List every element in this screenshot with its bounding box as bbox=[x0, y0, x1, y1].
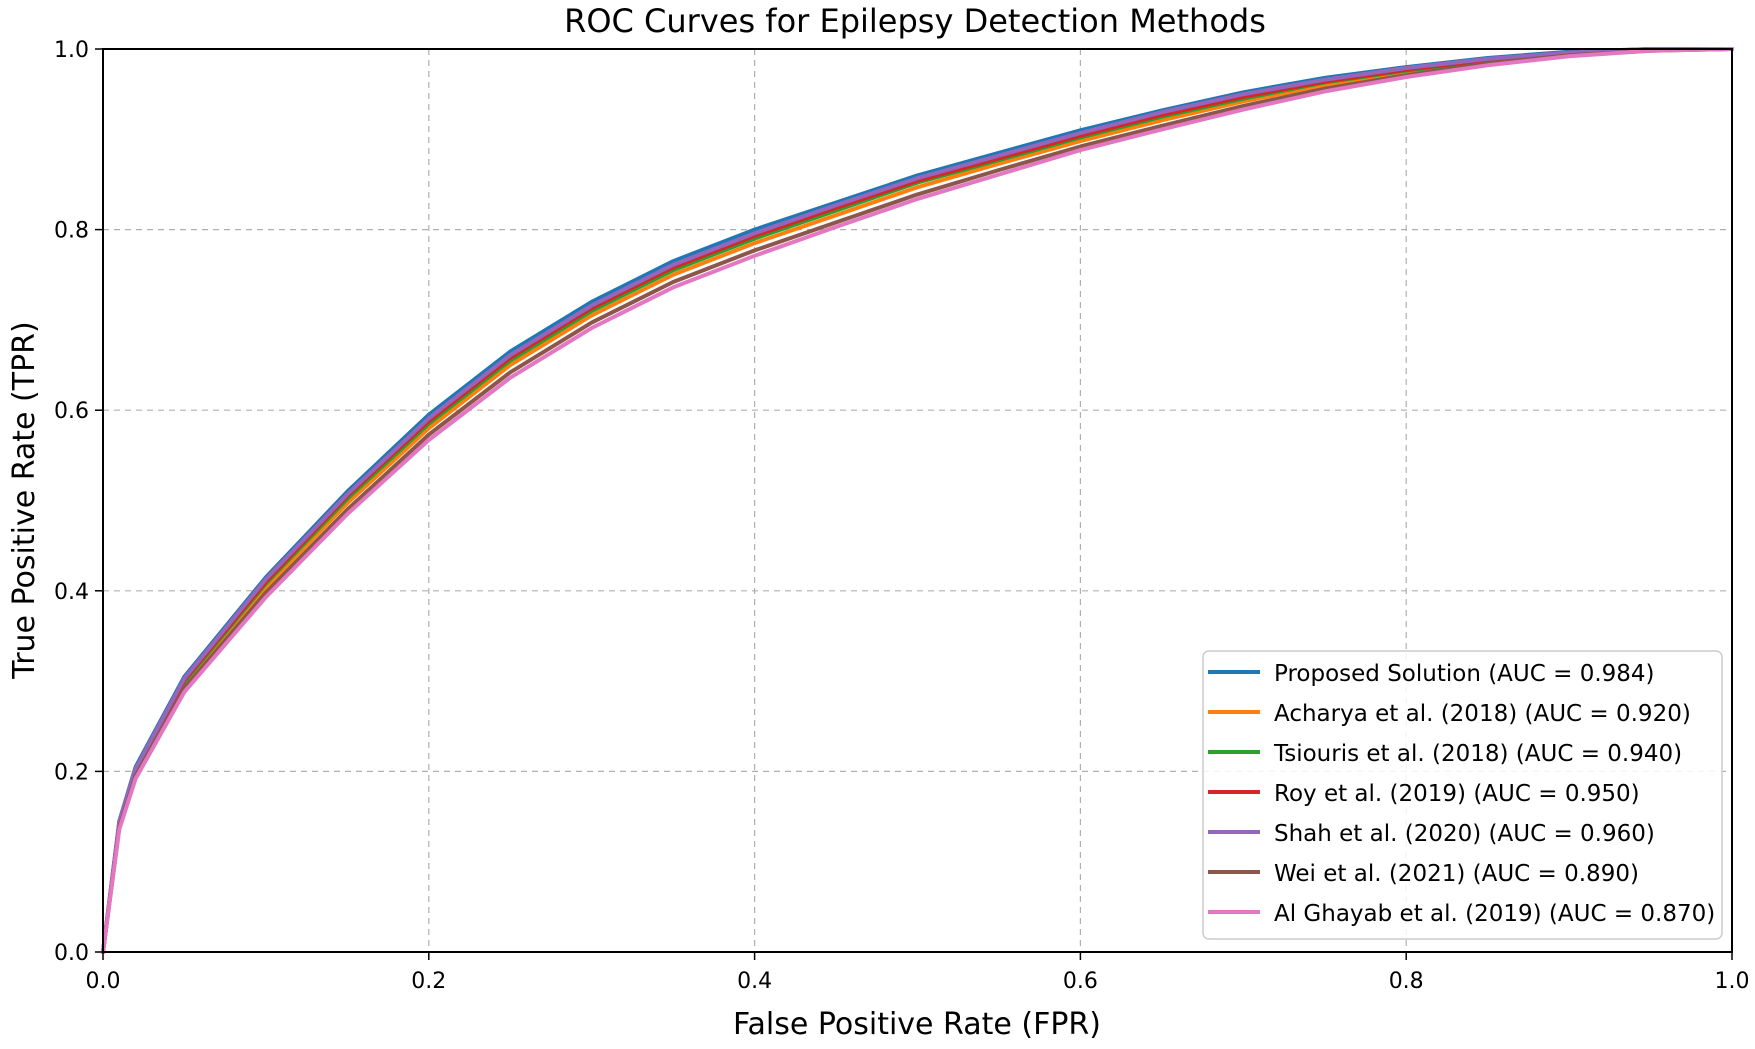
x-tick-label: 1.0 bbox=[1715, 969, 1750, 994]
legend-box bbox=[1202, 650, 1723, 940]
x-axis-label: False Positive Rate (FPR) bbox=[733, 1007, 1101, 1042]
y-tick-label: 0.6 bbox=[54, 399, 89, 424]
legend-label: Proposed Solution (AUC = 0.984) bbox=[1274, 661, 1655, 687]
y-axis-label: True Positive Rate (TPR) bbox=[7, 321, 42, 679]
x-tick-label: 0.6 bbox=[1063, 969, 1098, 994]
y-tick-label: 0.8 bbox=[54, 219, 89, 244]
x-tick-label: 0.4 bbox=[737, 969, 772, 994]
x-tick-label: 0.2 bbox=[411, 969, 446, 994]
x-tick-label: 0.8 bbox=[1389, 969, 1424, 994]
chart-title: ROC Curves for Epilepsy Detection Method… bbox=[564, 2, 1266, 40]
y-tick-label: 0.0 bbox=[54, 941, 89, 966]
y-tick-label: 1.0 bbox=[54, 38, 89, 63]
y-tick-label: 0.4 bbox=[54, 580, 89, 605]
series-line-5 bbox=[101, 47, 1734, 954]
legend-label: Acharya et al. (2018) (AUC = 0.920) bbox=[1274, 701, 1691, 727]
series-line-7 bbox=[101, 47, 1734, 954]
legend-label: Tsiouris et al. (2018) (AUC = 0.940) bbox=[1273, 741, 1682, 767]
y-tick-label: 0.2 bbox=[54, 760, 89, 785]
legend-label: Shah et al. (2020) (AUC = 0.960) bbox=[1274, 821, 1655, 847]
x-tick-label: 0.0 bbox=[86, 969, 121, 994]
legend-label: Wei et al. (2021) (AUC = 0.890) bbox=[1274, 861, 1639, 887]
y-axis-ticks: 0.0 0.2 0.4 0.6 0.8 1.0 bbox=[54, 38, 103, 966]
series-lines bbox=[101, 47, 1734, 954]
plot-frame bbox=[102, 48, 1733, 953]
x-axis-ticks: 0.0 0.2 0.4 0.6 0.8 1.0 bbox=[86, 952, 1750, 994]
legend: Proposed Solution (AUC = 0.984) Acharya e… bbox=[1202, 650, 1723, 940]
legend-label: Roy et al. (2019) (AUC = 0.950) bbox=[1274, 781, 1640, 807]
legend-label: Al Ghayab et al. (2019) (AUC = 0.870) bbox=[1274, 901, 1715, 927]
